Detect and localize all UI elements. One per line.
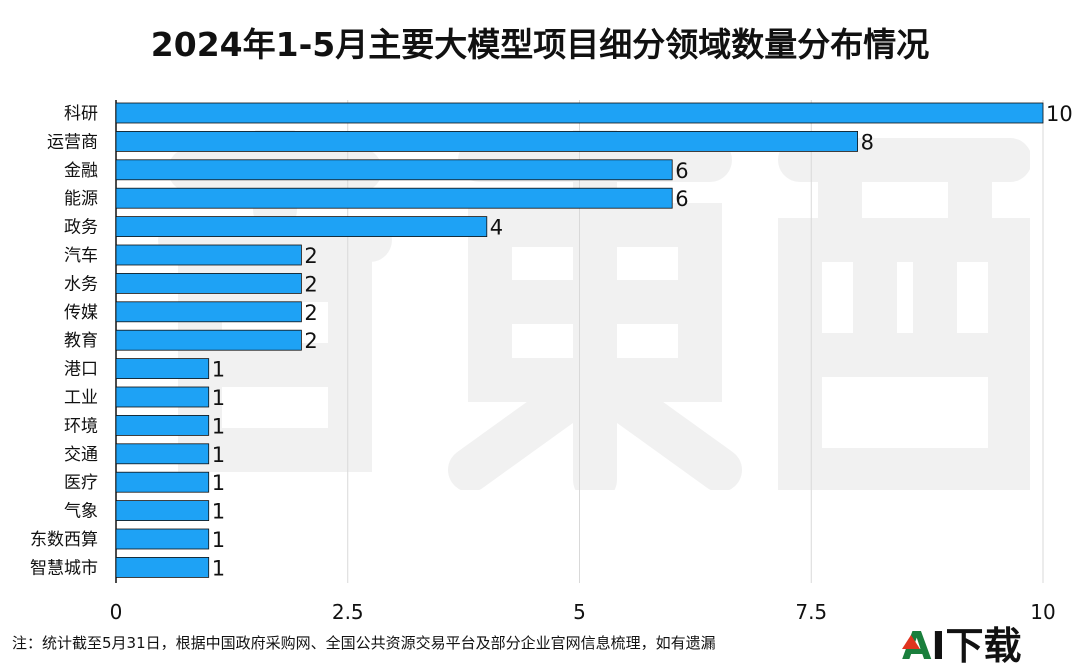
bar xyxy=(115,386,210,408)
bar xyxy=(115,102,1044,124)
category-label: 工业 xyxy=(64,388,98,408)
x-tick-label: 5 xyxy=(573,600,586,624)
x-tick-label: 10 xyxy=(1030,600,1055,624)
category-label: 运营商 xyxy=(47,132,98,152)
value-label: 2 xyxy=(304,244,317,268)
category-label: 汽车 xyxy=(64,246,98,266)
value-label: 6 xyxy=(675,187,688,211)
category-label: 教育 xyxy=(64,331,98,351)
category-label: 传媒 xyxy=(64,303,98,323)
value-label: 1 xyxy=(212,358,225,382)
value-label: 4 xyxy=(490,216,503,240)
bar xyxy=(115,244,302,266)
category-label: 港口 xyxy=(64,360,98,380)
footnote: 注：统计截至5月31日，根据中国政府采购网、全国公共资源交易平台及部分企业官网信… xyxy=(12,634,716,652)
logo-triangle-icon xyxy=(902,635,920,649)
category-label: 东数西算 xyxy=(30,530,98,550)
value-label: 1 xyxy=(212,414,225,438)
category-label: 政务 xyxy=(64,218,98,238)
x-tick-label: 0 xyxy=(110,600,123,624)
value-label: 6 xyxy=(675,159,688,183)
category-label: 科研 xyxy=(64,104,98,124)
category-label: 医疗 xyxy=(64,473,98,493)
labels: 0 2.5 5 7.5 10 科研 10 运营商 8 金融 6 能源 6 政务 4 汽车 2 水务 2 传媒 2 教育 2 港… xyxy=(30,102,1073,624)
bar xyxy=(115,471,210,493)
bar xyxy=(115,272,302,294)
value-label: 1 xyxy=(212,386,225,410)
site-logo: AI下载 xyxy=(902,615,1052,668)
bar xyxy=(115,414,210,436)
category-label: 水务 xyxy=(64,274,98,294)
value-label: 2 xyxy=(304,272,317,296)
value-label: 1 xyxy=(212,528,225,552)
category-label: 环境 xyxy=(64,416,98,436)
bar xyxy=(115,301,302,323)
value-label: 2 xyxy=(304,301,317,325)
bar xyxy=(115,358,210,380)
bar xyxy=(115,443,210,465)
x-tick-label: 7.5 xyxy=(795,600,827,624)
value-label: 1 xyxy=(212,471,225,495)
value-label: 1 xyxy=(212,556,225,580)
bar xyxy=(115,130,858,152)
value-label: 1 xyxy=(212,500,225,524)
bar xyxy=(115,528,210,550)
x-tick-label: 2.5 xyxy=(332,600,364,624)
value-label: 8 xyxy=(861,130,874,154)
bar xyxy=(115,216,488,238)
bars xyxy=(115,102,1044,578)
bar xyxy=(115,557,210,578)
bar xyxy=(115,187,673,209)
value-label: 1 xyxy=(212,443,225,467)
chart-title: 2024年1-5月主要大模型项目细分领域数量分布情况 xyxy=(150,25,930,64)
category-label: 智慧城市 xyxy=(30,558,98,578)
category-label: 气象 xyxy=(64,502,98,522)
bar xyxy=(115,159,673,181)
logo-text: I下载 xyxy=(931,624,1022,668)
category-label: 能源 xyxy=(64,189,98,209)
value-label: 10 xyxy=(1046,102,1073,126)
category-label: 金融 xyxy=(64,161,98,181)
bar xyxy=(115,329,302,351)
bar xyxy=(115,500,210,522)
value-label: 2 xyxy=(304,329,317,353)
category-label: 交通 xyxy=(64,445,98,465)
